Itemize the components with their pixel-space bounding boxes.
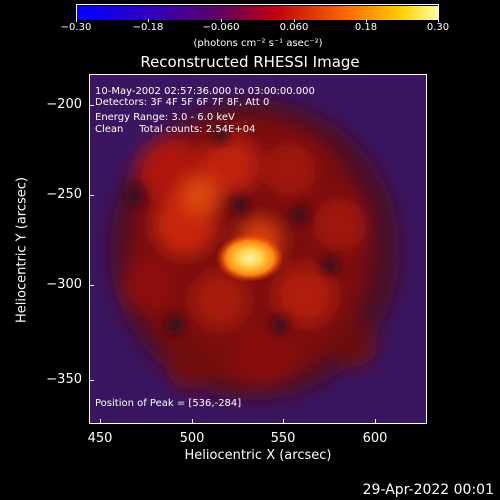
y-tick: −300 xyxy=(46,277,82,292)
y-tick: −200 xyxy=(46,97,82,112)
image-plot xyxy=(89,74,427,424)
colorbar-tick: −0.060 xyxy=(202,22,240,33)
annotation-detectors: Detectors: 3F 4F 5F 6F 7F 8F, Att 0 xyxy=(95,97,270,108)
footer-date: 29-Apr-2022 00:01 xyxy=(362,482,494,498)
colorbar-tick: 0.30 xyxy=(426,22,450,33)
annotation-time: 10-May-2002 02:57:36.000 to 03:00:00.000 xyxy=(95,86,315,97)
x-tick: 600 xyxy=(362,431,388,446)
annotation-peak: Position of Peak = [536,-284] xyxy=(95,398,242,409)
x-axis-label: Heliocentric X (arcsec) xyxy=(184,448,332,463)
y-tick: −250 xyxy=(46,187,82,202)
colorbar-tick: 0.18 xyxy=(354,22,378,33)
colorbar xyxy=(76,4,439,20)
annotation-clean: Clean Total counts: 2.54E+04 xyxy=(95,124,256,135)
colorbar-gradient xyxy=(77,6,438,20)
y-axis-label: Heliocentric Y (arcsec) xyxy=(14,177,30,323)
x-tick: 500 xyxy=(179,431,205,446)
plot-title: Reconstructed RHESSI Image xyxy=(140,53,360,71)
y-tick: −350 xyxy=(46,372,82,387)
annotation-energy: Energy Range: 3.0 - 6.0 keV xyxy=(95,112,235,123)
emission-peak xyxy=(216,234,284,282)
emission-map xyxy=(90,75,426,423)
x-tick: 450 xyxy=(87,431,113,446)
colorbar-tick: −0.30 xyxy=(60,22,92,33)
x-tick: 550 xyxy=(270,431,296,446)
colorbar-tick: −0.18 xyxy=(132,22,164,33)
colorbar-unit: (photons cm⁻² s⁻¹ asec⁻²) xyxy=(193,38,323,49)
colorbar-tick: 0.060 xyxy=(279,22,309,33)
